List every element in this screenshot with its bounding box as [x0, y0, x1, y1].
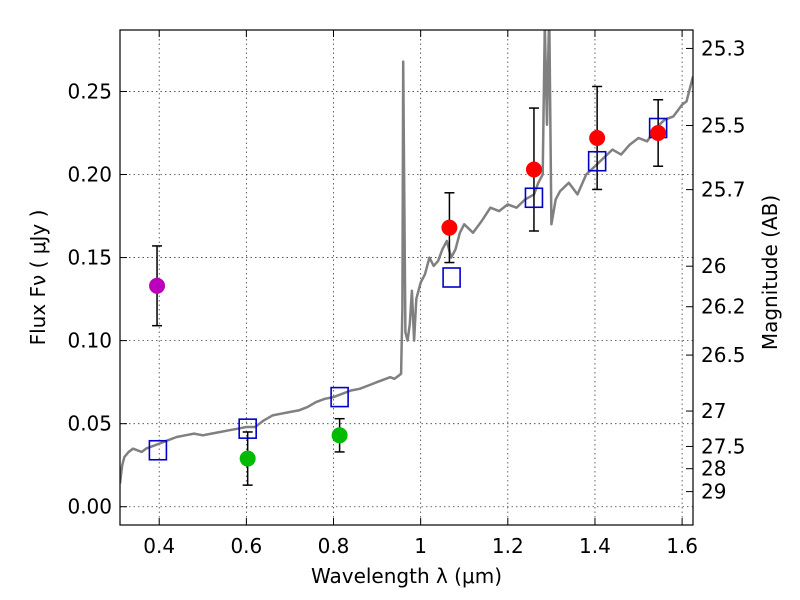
y-axis-title: Flux Fν ( μJy ) — [26, 210, 50, 346]
x-tick-label: 1 — [414, 534, 427, 558]
grid — [120, 30, 693, 525]
mag-tick-label: 27.5 — [701, 434, 746, 458]
observations — [149, 124, 667, 467]
y2-axis-title: Magnitude (AB) — [758, 195, 782, 350]
mag-tick-label: 26 — [701, 254, 726, 278]
mag-tick-label: 26.5 — [701, 343, 746, 367]
mag-tick-label: 25.5 — [701, 114, 746, 138]
x-tick-label: 0.4 — [143, 534, 175, 558]
x-axis-title: Wavelength λ (μm) — [311, 564, 502, 588]
mag-tick-label: 28 — [701, 457, 726, 481]
x-tick-label: 1.6 — [666, 534, 698, 558]
x-tick-label: 1.2 — [492, 534, 524, 558]
observation-point — [149, 277, 166, 294]
mag-tick-label: 26.2 — [701, 295, 746, 319]
mag-tick-label: 25.7 — [701, 178, 746, 202]
model-spectrum — [120, 30, 693, 484]
x-tick-label: 0.8 — [318, 534, 350, 558]
observation-point — [525, 161, 542, 178]
model-square — [442, 267, 461, 288]
mag-tick-label: 27 — [701, 399, 726, 423]
x-tick-label: 1.4 — [579, 534, 611, 558]
y-tick-label: 0.00 — [67, 495, 112, 519]
observation-point — [650, 124, 667, 141]
model-square — [238, 418, 257, 439]
x-tick-label: 0.6 — [230, 534, 262, 558]
model-square — [148, 439, 168, 461]
spectrum-line — [120, 30, 693, 484]
model-photometry — [148, 117, 668, 461]
observation-point — [331, 427, 348, 444]
y-tick-label: 0.05 — [67, 412, 112, 436]
plot-frame — [119, 29, 694, 526]
model-square — [524, 187, 544, 209]
observation-point — [441, 219, 458, 236]
model-square — [330, 386, 349, 408]
error-bars — [152, 85, 664, 486]
y-tick-label: 0.10 — [67, 329, 112, 353]
y-tick-label: 0.15 — [67, 246, 112, 270]
axes: 0.4 0.6 0.8 1 1.2 1.4 1.6 0.00 0.05 0.10 0.15 0.20 0… — [67, 30, 746, 558]
observation-point — [589, 129, 606, 146]
y-tick-label: 0.20 — [67, 163, 112, 187]
model-square — [587, 150, 607, 172]
observation-point — [239, 450, 256, 467]
mag-tick-label: 25.3 — [701, 36, 746, 60]
mag-tick-label: 29 — [701, 480, 726, 504]
y-tick-label: 0.25 — [67, 79, 112, 103]
